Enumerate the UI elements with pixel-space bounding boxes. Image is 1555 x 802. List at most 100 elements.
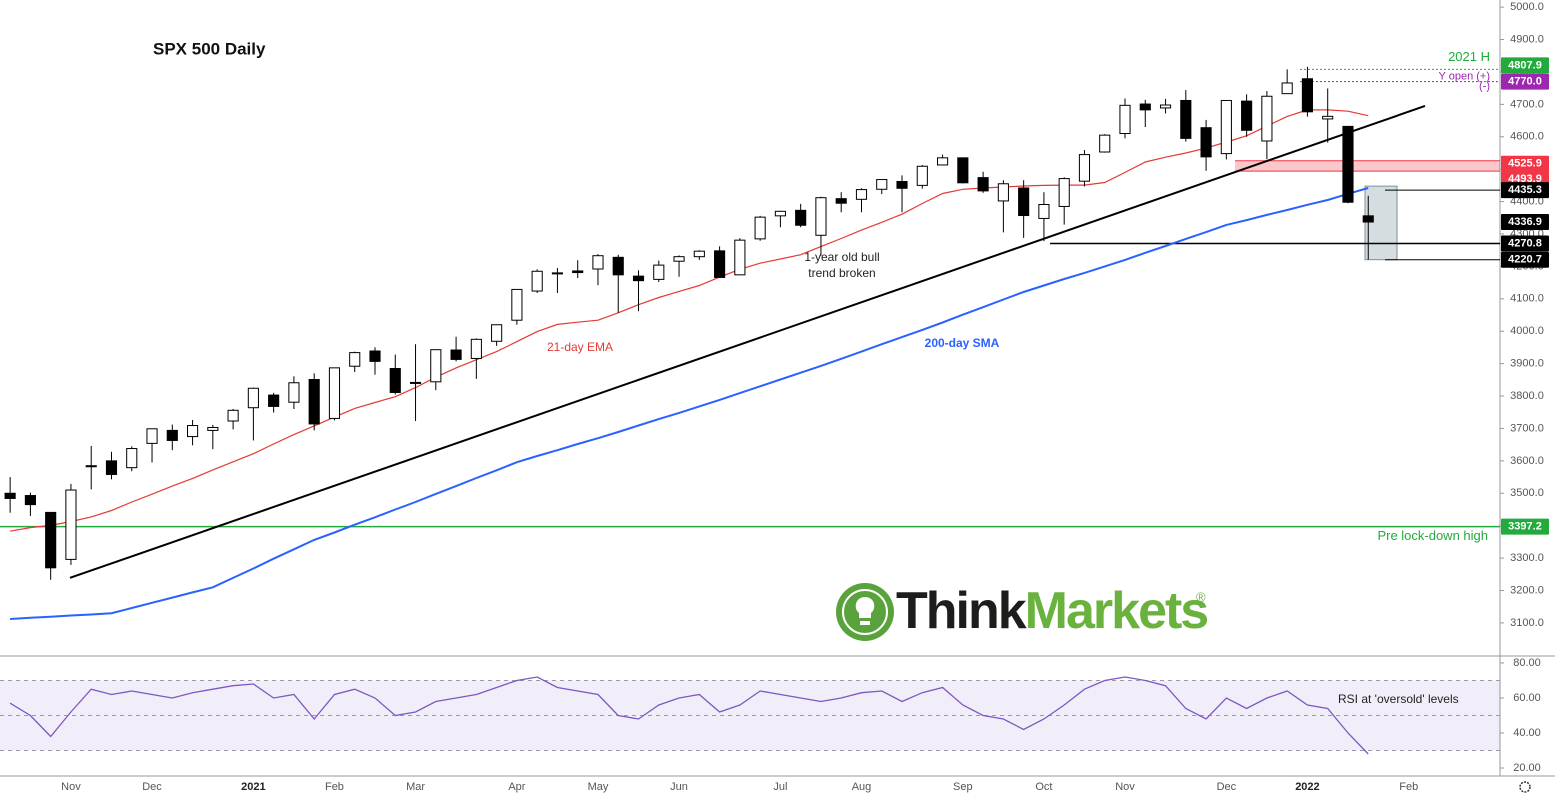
level-label-box xyxy=(1501,182,1549,199)
y-tick-label: 3700.0 xyxy=(1510,422,1544,434)
rsi-annotation: RSI at 'oversold' levels xyxy=(1338,692,1459,706)
x-tick-label: Jul xyxy=(773,781,787,793)
y-tick-label: 3100.0 xyxy=(1510,617,1544,629)
x-tick-label: Jun xyxy=(670,781,688,793)
y-tick-label: 4700.0 xyxy=(1510,98,1544,110)
candle-body xyxy=(896,180,908,189)
candle-body xyxy=(977,177,989,192)
candle-body xyxy=(1362,215,1374,223)
ma-label: 200-day SMA xyxy=(925,336,1000,350)
candle-body xyxy=(592,255,604,270)
logo-think: Think xyxy=(896,582,1027,640)
y-tick-label: 60.00 xyxy=(1513,692,1541,704)
candle-body xyxy=(1018,187,1030,217)
x-tick-label: Nov xyxy=(1115,781,1135,793)
y-tick-label: 4400.0 xyxy=(1510,195,1544,207)
candle-body xyxy=(1261,95,1273,142)
candle-body xyxy=(1078,154,1091,182)
candle-body xyxy=(369,350,381,362)
candle-body xyxy=(166,429,178,441)
candle-body xyxy=(288,382,300,403)
candle-body xyxy=(774,210,786,217)
level-note: Pre lock-down high xyxy=(1377,528,1488,543)
level-label-box xyxy=(1501,57,1549,74)
candle-body xyxy=(105,460,118,475)
level-label: 4493.9 xyxy=(1508,173,1542,185)
candle-body xyxy=(1322,115,1334,120)
candle-body xyxy=(491,324,503,342)
y-tick-label: 40.00 xyxy=(1513,727,1541,739)
candle-body xyxy=(855,189,868,200)
candle-body xyxy=(653,264,665,280)
level-label: 4220.7 xyxy=(1508,254,1542,266)
level-label-box xyxy=(1501,73,1549,90)
y-tick-label: 5000.0 xyxy=(1510,1,1544,13)
y-tick-label: 4100.0 xyxy=(1510,293,1544,305)
candle-body xyxy=(1301,78,1314,113)
x-tick-label: Apr xyxy=(508,781,525,793)
settings-icon xyxy=(1519,781,1531,793)
candle-body xyxy=(754,216,766,240)
candle-body xyxy=(430,349,442,383)
level-label: 4336.9 xyxy=(1508,216,1542,228)
candle-body xyxy=(1119,104,1131,135)
candle-body xyxy=(126,448,138,469)
ma-line xyxy=(10,187,1369,620)
annotation: trend broken xyxy=(808,266,875,280)
level-label: 4807.9 xyxy=(1508,59,1542,71)
candle-body xyxy=(1139,103,1151,111)
candle-body xyxy=(612,256,624,276)
resistance-zone xyxy=(1235,160,1500,172)
candle-body xyxy=(795,209,807,226)
candle-body xyxy=(187,425,199,438)
logo-ring xyxy=(842,589,888,635)
logo-mark: ® xyxy=(1196,589,1206,604)
candle-body xyxy=(4,492,16,499)
candle-body xyxy=(815,197,827,236)
candle-body xyxy=(734,239,746,276)
ma-line xyxy=(9,109,1369,532)
x-tick-label: Feb xyxy=(325,781,344,793)
candle-body xyxy=(409,381,422,384)
candle-body xyxy=(1281,82,1293,95)
y-tick-label: 3500.0 xyxy=(1510,487,1544,499)
candle-body xyxy=(916,165,928,186)
level-label: 4525.9 xyxy=(1508,158,1542,170)
candle-body xyxy=(632,275,645,282)
candle-body xyxy=(389,367,401,393)
level-label-box xyxy=(1501,251,1549,268)
x-tick-label: 2022 xyxy=(1295,781,1319,793)
candle-body xyxy=(835,198,847,204)
annotation: 1-year old bull xyxy=(804,250,879,264)
y-tick-label: 3900.0 xyxy=(1510,358,1544,370)
level-note: Y open (+) xyxy=(1439,71,1490,83)
candle-body xyxy=(551,272,564,275)
candle-body xyxy=(1038,204,1050,219)
trendline xyxy=(69,105,1426,579)
level-label: 4270.8 xyxy=(1508,237,1542,249)
candle-body xyxy=(511,288,523,321)
y-tick-label: 4600.0 xyxy=(1510,131,1544,143)
candle-body xyxy=(85,465,97,468)
candle-body xyxy=(146,428,158,444)
candle-body xyxy=(65,489,77,560)
candle-body xyxy=(673,256,685,262)
level-label: 3397.2 xyxy=(1508,520,1542,532)
candle-body xyxy=(349,352,361,367)
candle-body xyxy=(247,387,259,409)
range-box xyxy=(1364,185,1398,261)
level-note: (-) xyxy=(1479,81,1490,93)
y-tick-label: 4000.0 xyxy=(1510,325,1544,337)
y-tick-label: 3300.0 xyxy=(1510,552,1544,564)
candle-body xyxy=(268,394,280,407)
logo: ThinkMarkets ® xyxy=(836,582,1209,641)
ma-label: 21-day EMA xyxy=(547,340,613,354)
candle-body xyxy=(876,179,888,190)
rsi-line xyxy=(9,676,1369,755)
candle-body xyxy=(1058,178,1070,207)
logo-markets: Markets xyxy=(1025,582,1208,640)
x-tick-label: 2021 xyxy=(241,781,265,793)
level-label: 4770.0 xyxy=(1508,76,1542,88)
